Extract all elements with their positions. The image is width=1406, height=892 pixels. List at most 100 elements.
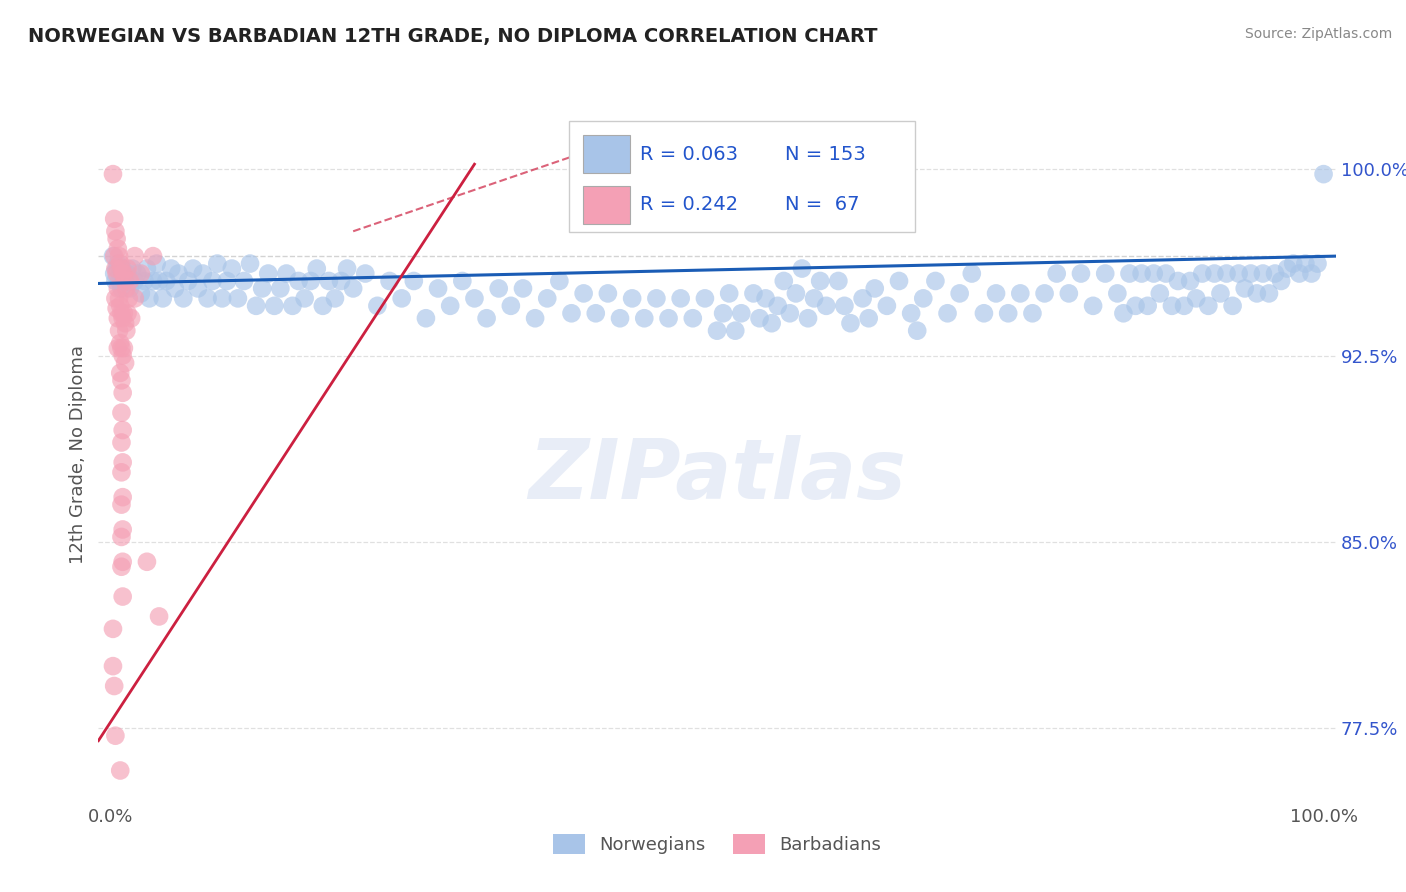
- Point: [1143, 267, 1166, 281]
- Point: [499, 299, 522, 313]
- Point: [1197, 299, 1219, 313]
- Point: [463, 291, 485, 305]
- Point: [1125, 299, 1147, 313]
- Point: [318, 274, 340, 288]
- Point: [936, 306, 959, 320]
- Point: [177, 274, 200, 288]
- Point: [111, 490, 134, 504]
- Point: [110, 299, 132, 313]
- Text: Source: ZipAtlas.com: Source: ZipAtlas.com: [1244, 27, 1392, 41]
- Point: [187, 281, 209, 295]
- Point: [1240, 267, 1263, 281]
- Point: [124, 249, 146, 263]
- Point: [536, 291, 558, 305]
- Point: [876, 299, 898, 313]
- Point: [111, 423, 134, 437]
- Point: [110, 341, 132, 355]
- Point: [110, 498, 132, 512]
- FancyBboxPatch shape: [568, 121, 915, 232]
- Point: [104, 729, 127, 743]
- Point: [1021, 306, 1043, 320]
- Point: [1312, 167, 1334, 181]
- Point: [104, 261, 127, 276]
- Point: [1215, 267, 1237, 281]
- Point: [111, 261, 134, 276]
- Point: [1154, 267, 1177, 281]
- Point: [779, 306, 801, 320]
- Point: [111, 349, 134, 363]
- Point: [111, 555, 134, 569]
- Point: [112, 267, 135, 281]
- Point: [336, 261, 359, 276]
- Point: [103, 679, 125, 693]
- Point: [1251, 267, 1274, 281]
- Point: [1161, 299, 1184, 313]
- Point: [110, 306, 132, 320]
- Point: [111, 385, 134, 400]
- Point: [160, 261, 183, 276]
- Point: [475, 311, 498, 326]
- Point: [215, 274, 238, 288]
- Point: [997, 306, 1019, 320]
- Point: [1222, 299, 1244, 313]
- Point: [1033, 286, 1056, 301]
- Point: [129, 286, 152, 301]
- Point: [378, 274, 401, 288]
- Point: [415, 311, 437, 326]
- Point: [1070, 267, 1092, 281]
- Point: [391, 291, 413, 305]
- Point: [110, 373, 132, 387]
- Point: [858, 311, 880, 326]
- Point: [1167, 274, 1189, 288]
- Point: [748, 311, 770, 326]
- Point: [1178, 274, 1201, 288]
- Point: [101, 249, 124, 263]
- Point: [294, 291, 316, 305]
- FancyBboxPatch shape: [583, 186, 630, 224]
- Point: [1275, 261, 1298, 276]
- Point: [148, 274, 170, 288]
- Point: [110, 764, 132, 778]
- Point: [107, 242, 129, 256]
- Point: [108, 324, 131, 338]
- Text: R = 0.242: R = 0.242: [640, 195, 738, 214]
- Point: [1046, 267, 1069, 281]
- Point: [323, 291, 346, 305]
- Point: [104, 274, 127, 288]
- Point: [949, 286, 972, 301]
- Point: [1118, 267, 1140, 281]
- Point: [148, 609, 170, 624]
- Point: [852, 291, 875, 305]
- Point: [900, 306, 922, 320]
- Point: [742, 286, 765, 301]
- Point: [1264, 267, 1286, 281]
- Point: [305, 261, 328, 276]
- Point: [645, 291, 668, 305]
- Point: [808, 274, 831, 288]
- Point: [110, 366, 132, 380]
- Point: [197, 291, 219, 305]
- Point: [110, 257, 132, 271]
- Point: [114, 274, 136, 288]
- Point: [718, 286, 741, 301]
- Point: [250, 281, 273, 295]
- Point: [560, 306, 582, 320]
- Point: [572, 286, 595, 301]
- Point: [960, 267, 983, 281]
- Point: [1094, 267, 1116, 281]
- Point: [766, 299, 789, 313]
- Text: R = 0.063: R = 0.063: [640, 145, 738, 164]
- Point: [152, 291, 174, 305]
- Point: [111, 590, 134, 604]
- Point: [181, 261, 204, 276]
- Point: [1246, 286, 1268, 301]
- Point: [107, 311, 129, 326]
- Point: [233, 274, 256, 288]
- Point: [1301, 267, 1323, 281]
- Point: [118, 274, 141, 288]
- Point: [101, 167, 124, 181]
- Point: [111, 523, 134, 537]
- Point: [269, 281, 291, 295]
- Point: [761, 316, 783, 330]
- Point: [973, 306, 995, 320]
